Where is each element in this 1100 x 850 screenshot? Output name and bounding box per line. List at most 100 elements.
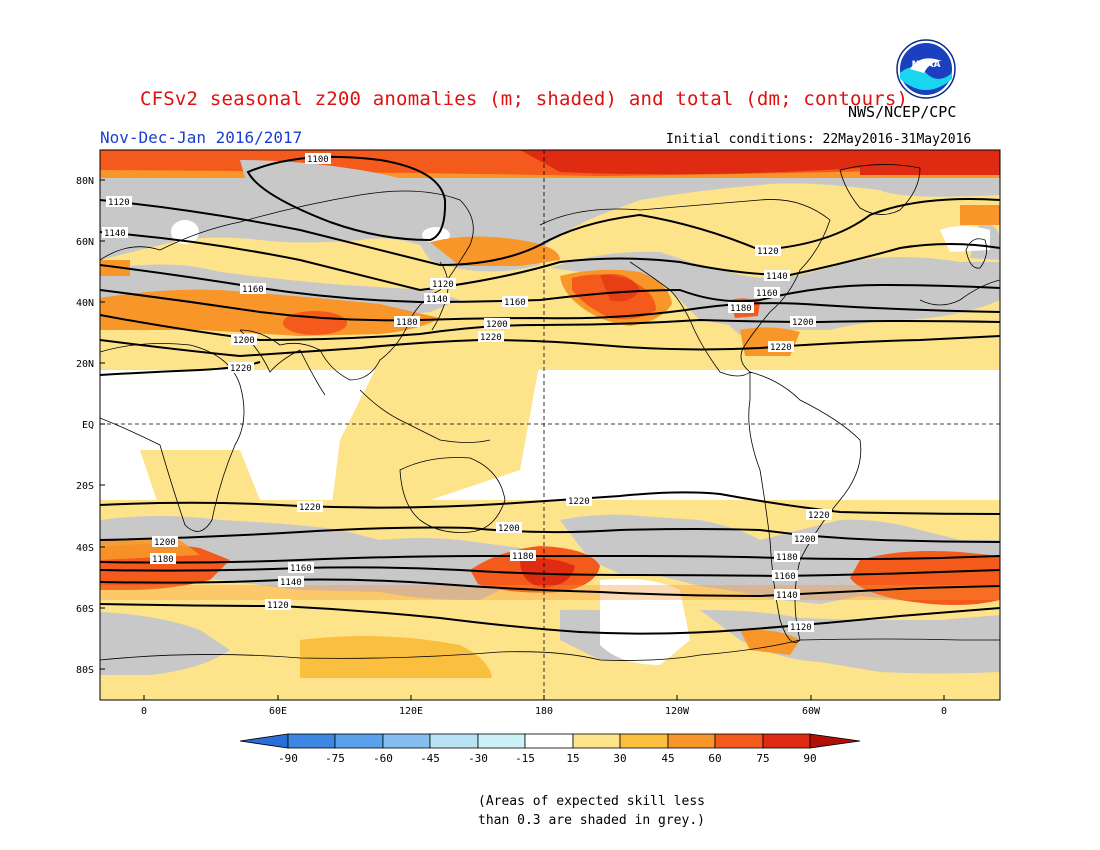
- organization-label: NWS/NCEP/CPC: [848, 103, 957, 121]
- svg-text:1180: 1180: [730, 304, 752, 314]
- contour-label-1200: 1200: [231, 334, 257, 346]
- colorbar-tick: 15: [566, 752, 579, 765]
- contour-1120-sh: [100, 603, 1000, 635]
- colorbar-bin: [762, 733, 811, 749]
- contour-label-1180: 1180: [774, 551, 800, 563]
- colorbar-tick: 60: [708, 752, 721, 765]
- contour-1140-nh: [100, 231, 1000, 292]
- svg-text:1160: 1160: [290, 564, 312, 574]
- contour-label-1200: 1200: [152, 536, 178, 548]
- lon-label-180: 180: [535, 706, 553, 717]
- contour-1220-nh: [100, 335, 1000, 358]
- initial-conditions-label: Initial conditions: 22May2016-31May2016: [666, 132, 972, 147]
- svg-text:1160: 1160: [774, 572, 796, 582]
- colorbar-bin: [477, 733, 526, 749]
- lat-label-40s: 40S: [76, 543, 94, 554]
- colorbar-tick: -15: [515, 752, 535, 765]
- map-frame: [99, 149, 1001, 701]
- svg-text:1140: 1140: [280, 578, 302, 588]
- svg-text:1140: 1140: [104, 229, 126, 239]
- contour-label-1160: 1160: [288, 562, 314, 574]
- contour-label-1200: 1200: [792, 533, 818, 545]
- contours: [100, 155, 1000, 635]
- contour-label-1140: 1140: [278, 576, 304, 588]
- skill-note-line-2: than 0.3 are shaded in grey.): [478, 813, 705, 828]
- contour-1220-sh: [100, 491, 1000, 515]
- svg-text:1200: 1200: [498, 524, 520, 534]
- latitude-axis: 80N 60N 40N 20N EQ 20S 40S 60S 80S: [76, 176, 94, 676]
- svg-text:1200: 1200: [486, 320, 508, 330]
- lon-label-120e: 120E: [399, 706, 423, 717]
- svg-text:1180: 1180: [512, 552, 534, 562]
- latitude-ticks: [100, 179, 105, 670]
- contour-label-1160: 1160: [502, 296, 528, 308]
- contour-label-1140: 1140: [774, 589, 800, 601]
- lat-label-40n: 40N: [76, 298, 94, 309]
- contour-label-1140: 1140: [764, 270, 790, 282]
- svg-text:1120: 1120: [267, 601, 289, 611]
- svg-text:1220: 1220: [230, 364, 252, 374]
- colorbar-bin: [287, 733, 336, 749]
- svg-text:1120: 1120: [432, 280, 454, 290]
- longitude-ticks: [143, 695, 945, 700]
- contour-label-1120: 1120: [265, 599, 291, 611]
- colorbar-tick: -30: [468, 752, 488, 765]
- colorbar-bin: [619, 733, 669, 749]
- contour-label-1220: 1220: [228, 362, 254, 374]
- svg-text:1100: 1100: [307, 155, 329, 165]
- svg-text:1200: 1200: [154, 538, 176, 548]
- colorbar: [239, 733, 861, 749]
- svg-text:1200: 1200: [233, 336, 255, 346]
- colorbar-bin: [429, 733, 479, 749]
- contour-1120-nh: [100, 198, 1000, 267]
- contour-1180-sh: [100, 554, 1000, 564]
- skill-note: (Areas of expected skill less than 0.3 a…: [478, 792, 738, 830]
- svg-text:1120: 1120: [790, 623, 812, 633]
- colorbar-tick: 45: [661, 752, 674, 765]
- svg-text:1200: 1200: [794, 535, 816, 545]
- contour-label-1120: 1120: [106, 196, 132, 208]
- contour-1200-nh: [100, 314, 1000, 342]
- colorbar-bin: [572, 733, 621, 749]
- lat-label-80s: 80S: [76, 665, 94, 676]
- lat-label-20n: 20N: [76, 359, 94, 370]
- contour-label-1220: 1220: [566, 495, 592, 507]
- svg-text:1160: 1160: [756, 289, 778, 299]
- shaded-anomalies: [100, 150, 1000, 700]
- contour-label-1200: 1200: [484, 318, 510, 330]
- noaa-logo-icon: NOAA: [896, 39, 956, 99]
- lon-label-60w: 60W: [802, 706, 821, 717]
- lat-label-eq: EQ: [82, 420, 94, 431]
- lon-label-0-right: 0: [941, 706, 947, 717]
- contour-label-1160: 1160: [754, 287, 780, 299]
- map-title: CFSv2 seasonal z200 anomalies (m; shaded…: [140, 88, 909, 110]
- contour-label-1180: 1180: [394, 316, 420, 328]
- contour-label-1200: 1200: [790, 316, 816, 328]
- period-label: Nov-Dec-Jan 2016/2017: [100, 128, 303, 147]
- longitude-axis: 0 60E 120E 180 120W 60W 0: [141, 706, 947, 717]
- lon-label-0: 0: [141, 706, 147, 717]
- contour-label-1140: 1140: [102, 227, 128, 239]
- colorbar-tick: -90: [278, 752, 298, 765]
- contour-label-1180: 1180: [150, 553, 176, 565]
- colorbar-ticks: -90 -75 -60 -45 -30 -15 15 30 45 60 75 9…: [278, 752, 817, 765]
- contour-1180-nh: [100, 289, 1000, 322]
- colorbar-bin: [667, 733, 716, 749]
- contour-label-1220: 1220: [768, 341, 794, 353]
- contour-1100: [246, 155, 447, 242]
- lat-label-20s: 20S: [76, 481, 94, 492]
- colorbar-tick: 30: [613, 752, 626, 765]
- colorbar-tick: -75: [325, 752, 345, 765]
- svg-text:1120: 1120: [108, 198, 130, 208]
- lat-label-60n: 60N: [76, 237, 94, 248]
- contour-1200-sh: [100, 526, 1000, 543]
- contour-labels: 1100 1120 1140 1160 1180 1200 1220 1120 …: [102, 153, 832, 633]
- colorbar-bin: [334, 733, 384, 749]
- svg-text:1220: 1220: [568, 497, 590, 507]
- skill-note-line-1: (Areas of expected skill less: [478, 794, 705, 809]
- svg-text:1180: 1180: [396, 318, 418, 328]
- colorbar-bin: [382, 733, 431, 749]
- contour-label-1220: 1220: [806, 509, 832, 521]
- svg-text:1140: 1140: [776, 591, 798, 601]
- contour-label-1200: 1200: [496, 522, 522, 534]
